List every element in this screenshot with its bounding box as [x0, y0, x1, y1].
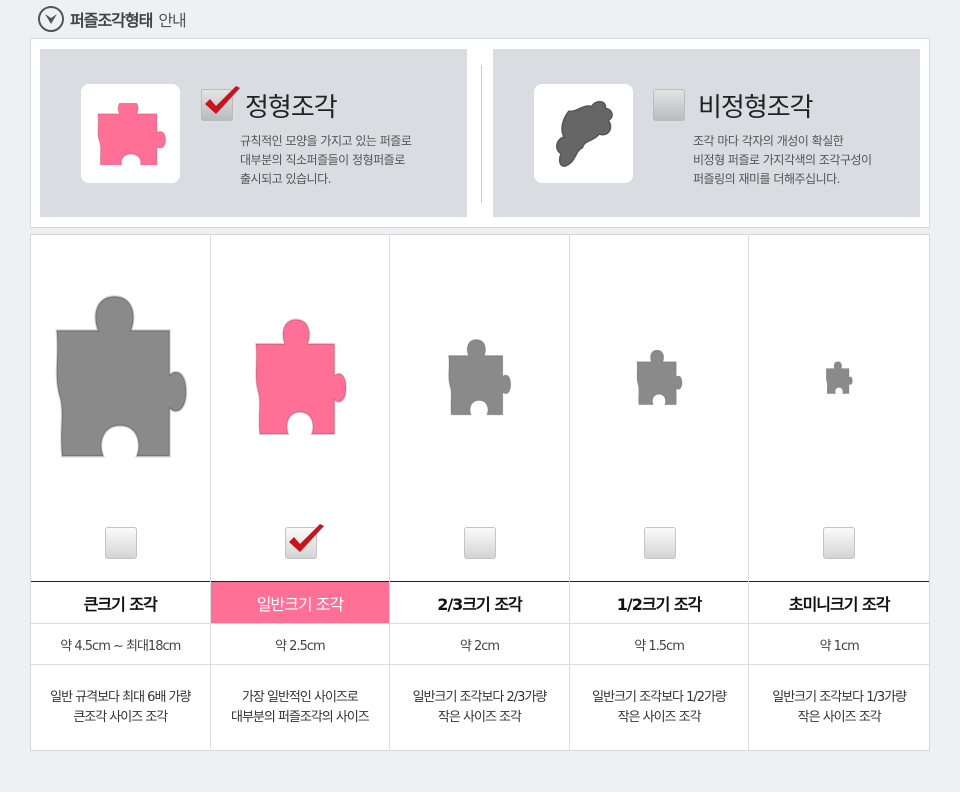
- piece-image-area: [749, 235, 929, 581]
- section-title-suffix: 안내: [158, 11, 186, 30]
- desc-line: 작은 사이즈 조각: [437, 710, 522, 725]
- desc-line: 규칙적인 모양을 가지고 있는 퍼즐로: [240, 134, 412, 148]
- piece-image-area: [390, 235, 569, 581]
- desc-line: 일반크기 조각보다 2/3가량: [412, 690, 548, 705]
- section-header: 퍼즐조각형태 안내: [38, 6, 187, 32]
- piece-type-box: 정형조각 규칙적인 모양을 가지고 있는 퍼즐로 대부분의 직소퍼즐들이 정형퍼…: [30, 38, 930, 228]
- size-checkbox[interactable]: [464, 527, 497, 559]
- irregular-piece-image: [534, 84, 633, 183]
- type-irregular-desc: 조각 마다 각자의 개성이 확실한 비정형 퍼즐로 가지각색의 조각구성이 퍼즐…: [693, 132, 872, 189]
- desc-line: 대부분의 직소퍼즐들이 정형퍼즐로: [240, 153, 405, 167]
- piece-size-table: 큰크기 조각 약 4.5cm ~ 최대18cm 일반 규격보다 최대 6배 가량…: [30, 234, 930, 751]
- normal-piece-image: [254, 318, 347, 436]
- size-name: 2/3크기 조각: [390, 581, 569, 623]
- type-regular-panel[interactable]: 정형조각 규칙적인 모양을 가지고 있는 퍼즐로 대부분의 직소퍼즐들이 정형퍼…: [40, 49, 467, 217]
- desc-line: 퍼즐링의 재미를 더해주십니다.: [693, 172, 840, 186]
- size-value: 약 2.5cm: [210, 623, 390, 664]
- type-irregular-checkbox[interactable]: [653, 89, 685, 121]
- desc-line: 일반크기 조각보다 1/2가량: [592, 690, 727, 705]
- type-regular-checkbox[interactable]: [201, 86, 240, 121]
- size-option-large[interactable]: 큰크기 조각 약 4.5cm ~ 최대18cm 일반 규격보다 최대 6배 가량…: [31, 235, 211, 750]
- desc-line: 일반크기 조각보다 1/3가량: [772, 690, 907, 705]
- type-regular-title: 정형조각: [245, 93, 338, 123]
- size-value: 약 2cm: [390, 623, 569, 664]
- regular-piece-image: [81, 84, 180, 183]
- piece-image-area: [211, 235, 390, 581]
- type-regular-desc: 규칙적인 모양을 가지고 있는 퍼즐로 대부분의 직소퍼즐들이 정형퍼즐로 출시…: [240, 132, 412, 189]
- size-checkbox[interactable]: [284, 524, 324, 559]
- mini-piece-image: [826, 361, 853, 394]
- size-name: 1/2크기 조각: [569, 581, 749, 623]
- section-title: 퍼즐조각형태: [70, 11, 153, 30]
- desc-line: 일반 규격보다 최대 6배 가량: [50, 690, 191, 705]
- size-name: 큰크기 조각: [31, 581, 210, 623]
- two-thirds-piece-image: [448, 338, 512, 416]
- size-value: 약 1cm: [749, 623, 929, 664]
- desc-line: 가장 일반적인 사이즈로: [241, 690, 359, 705]
- size-checkbox[interactable]: [823, 527, 856, 559]
- half-piece-image: [636, 349, 683, 406]
- divider: [481, 65, 482, 203]
- piece-image-area: [31, 235, 210, 581]
- desc-line: 대부분의 퍼즐조각의 사이즈: [230, 710, 370, 725]
- desc-line: 작은 사이즈 조각: [617, 710, 702, 725]
- desc-line: 조각 마다 각자의 개성이 확실한: [693, 134, 844, 148]
- large-piece-image: [55, 295, 188, 458]
- size-name: 일반크기 조각: [210, 581, 390, 623]
- size-name: 초미니크기 조각: [749, 581, 929, 623]
- size-checkbox[interactable]: [643, 527, 676, 559]
- desc-line: 큰조각 사이즈 조각: [73, 710, 168, 725]
- size-value: 약 4.5cm ~ 최대18cm: [31, 623, 210, 664]
- size-value: 약 1.5cm: [569, 623, 749, 664]
- desc-line: 작은 사이즈 조각: [797, 710, 882, 725]
- type-irregular-title: 비정형조각: [698, 93, 814, 123]
- type-irregular-panel[interactable]: 비정형조각 조각 마다 각자의 개성이 확실한 비정형 퍼즐로 가지각색의 조각…: [493, 49, 920, 217]
- desc-line: 출시되고 있습니다.: [240, 172, 331, 186]
- piece-image-area: [570, 235, 749, 581]
- desc-line: 비정형 퍼즐로 가지각색의 조각구성이: [693, 153, 872, 167]
- chevron-down-circle-icon: [38, 6, 64, 32]
- size-checkbox[interactable]: [105, 527, 137, 559]
